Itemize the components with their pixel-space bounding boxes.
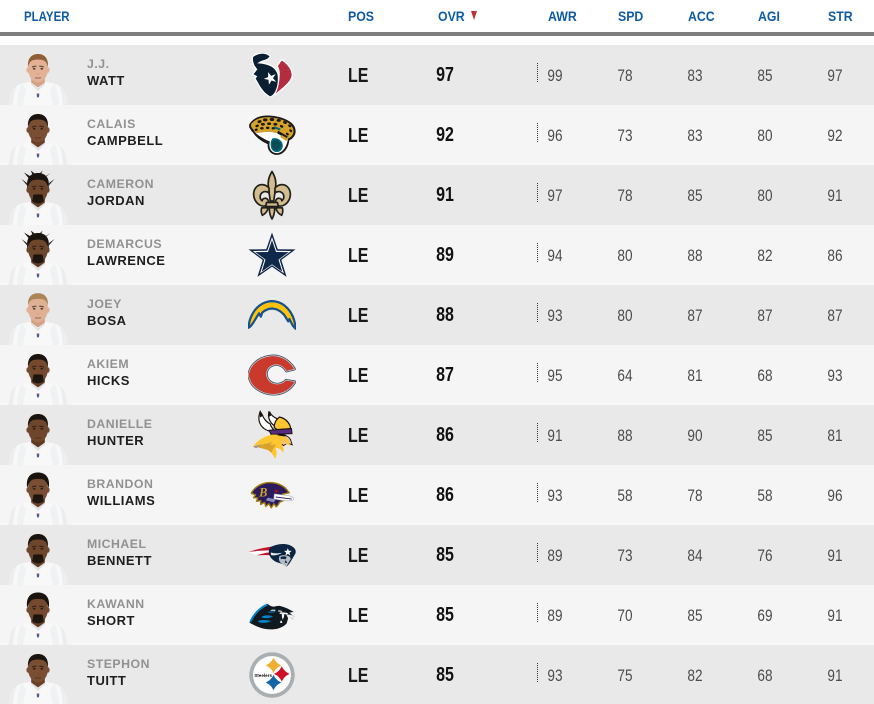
svg-text:B: B (258, 485, 267, 499)
svg-text:Steelers: Steelers (254, 673, 272, 678)
